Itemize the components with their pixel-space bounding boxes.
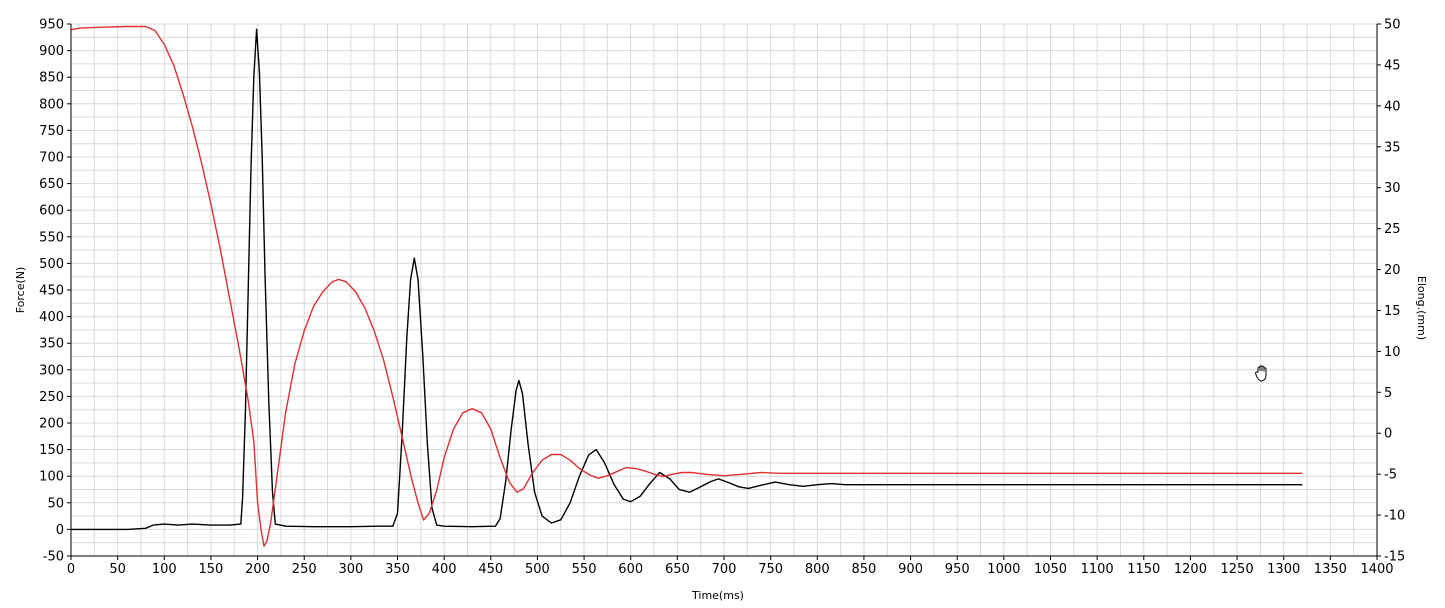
x-tick-label: 650 [665, 562, 690, 577]
y2-tick-label: 10 [1384, 345, 1401, 360]
y-tick-label: 450 [39, 284, 64, 299]
y-tick-label: 500 [39, 257, 64, 272]
y2-tick-label: 30 [1384, 181, 1401, 196]
x-tick-label: 1100 [1081, 562, 1114, 577]
x-tick-label: 1350 [1314, 562, 1347, 577]
y-tick-label: 50 [47, 496, 64, 511]
x-tick-label: 1200 [1174, 562, 1207, 577]
x-tick-label: 200 [245, 562, 270, 577]
x-tick-label: 1000 [987, 562, 1020, 577]
x-tick-label: 850 [852, 562, 877, 577]
y2-tick-label: -5 [1384, 468, 1397, 483]
x-tick-label: 500 [525, 562, 550, 577]
x-tick-label: 100 [152, 562, 177, 577]
x-tick-label: 1300 [1267, 562, 1300, 577]
y2-tick-label: 25 [1384, 222, 1401, 237]
y-axis-title: Force(N) [14, 267, 27, 314]
y-tick-label: 0 [56, 523, 64, 538]
x-tick-label: 900 [898, 562, 923, 577]
y-tick-label: 700 [39, 151, 64, 166]
y-tick-label: 600 [39, 204, 64, 219]
x-tick-label: 950 [945, 562, 970, 577]
y2-axis-title: Elong.(mm) [1415, 276, 1428, 340]
y-tick-label: 850 [39, 71, 64, 86]
x-tick-label: 250 [292, 562, 317, 577]
y2-tick-label: 35 [1384, 140, 1401, 155]
y-tick-label: 350 [39, 337, 64, 352]
x-axis-ticks: 0 50 100 150 200 250 300 350 400 450 500 550 600 650 7… [67, 556, 1394, 577]
x-tick-label: 550 [572, 562, 597, 577]
x-tick-label: 800 [805, 562, 830, 577]
hand-pan-icon [1254, 365, 1267, 382]
y-tick-label: 800 [39, 97, 64, 112]
y2-tick-label: 45 [1384, 58, 1401, 73]
y2-tick-label: 50 [1384, 18, 1401, 33]
grid [70, 23, 1378, 557]
x-tick-label: 450 [478, 562, 503, 577]
y2-tick-label: 15 [1384, 304, 1401, 319]
x-tick-label: 600 [618, 562, 643, 577]
y2-axis-ticks: -15 -10 -5 0 5 10 15 20 25 30 35 40 45 50 [1377, 18, 1405, 565]
y2-tick-label: 0 [1384, 427, 1392, 442]
series-layer [70, 25, 1303, 547]
y-tick-label: -50 [43, 550, 64, 565]
x-tick-label: 50 [109, 562, 126, 577]
y-axis-ticks: -50 0 50 100 150 200 250 300 350 400 450 500 550 600 6… [39, 18, 71, 565]
x-tick-label: 150 [199, 562, 224, 577]
x-tick-label: 300 [338, 562, 363, 577]
y-tick-label: 150 [39, 443, 64, 458]
y2-tick-label: -10 [1384, 509, 1405, 524]
x-tick-label: 0 [67, 562, 75, 577]
x-tick-label: 700 [712, 562, 737, 577]
x-axis-title: Time(ms) [691, 589, 744, 602]
y2-tick-label: -15 [1384, 550, 1405, 565]
y-tick-label: 400 [39, 310, 64, 325]
x-tick-label: 1050 [1034, 562, 1067, 577]
series-line-elongation [70, 25, 1303, 547]
y-tick-label: 650 [39, 177, 64, 192]
y-tick-label: 950 [39, 18, 64, 33]
x-tick-label: 750 [758, 562, 783, 577]
y-tick-label: 750 [39, 124, 64, 139]
series-line-force [71, 28, 1303, 531]
y-tick-label: 300 [39, 363, 64, 378]
y2-tick-label: 40 [1384, 99, 1401, 114]
x-tick-label: 1400 [1360, 562, 1393, 577]
x-tick-label: 400 [432, 562, 457, 577]
x-tick-label: 1150 [1127, 562, 1160, 577]
y2-tick-label: 20 [1384, 263, 1401, 278]
x-tick-label: 350 [385, 562, 410, 577]
x-tick-label: 1250 [1221, 562, 1254, 577]
y-tick-label: 900 [39, 44, 64, 59]
y-tick-label: 550 [39, 230, 64, 245]
y-tick-label: 100 [39, 470, 64, 485]
y2-tick-label: 5 [1384, 386, 1392, 401]
y-tick-label: 200 [39, 417, 64, 432]
y-tick-label: 250 [39, 390, 64, 405]
